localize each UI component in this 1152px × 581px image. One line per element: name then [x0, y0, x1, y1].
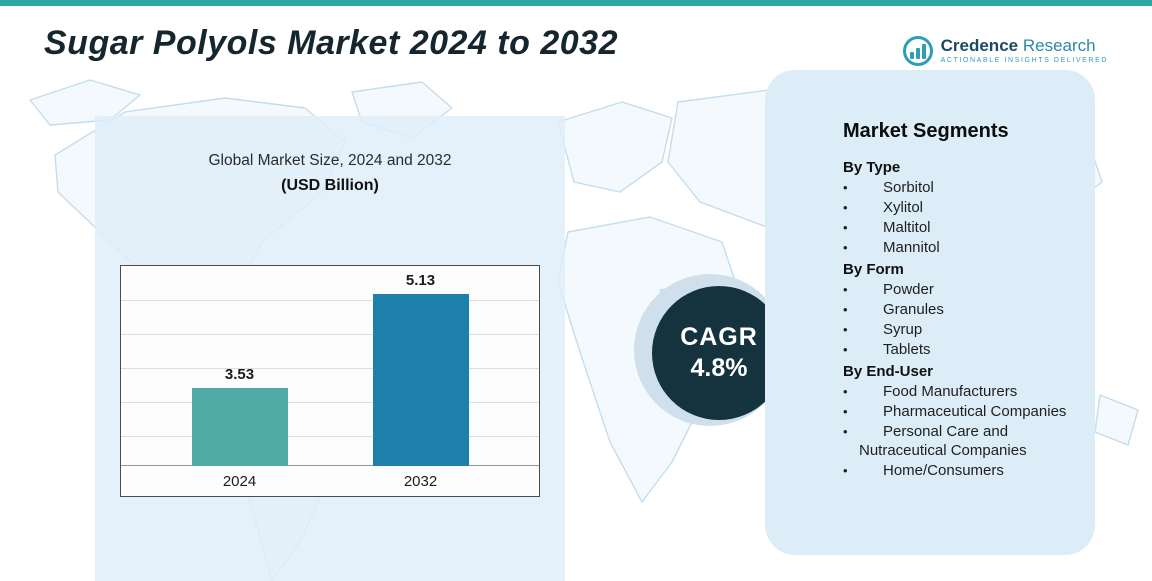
- bar-group: 3.53 2024: [191, 266, 288, 496]
- logo-bar-tall: [921, 44, 926, 59]
- segment-item-label: Mannitol: [883, 239, 940, 256]
- bar-value-label: 3.53: [224, 366, 255, 383]
- bullet-icon: •: [843, 240, 848, 255]
- chart-title: Global Market Size, 2024 and 2032: [208, 152, 452, 169]
- chart-gridline: [121, 368, 539, 369]
- market-segments-content: Market Segments By Type • Sorbitol • Xylitol…: [765, 70, 1095, 480]
- segment-item: • Granules: [843, 300, 1075, 319]
- segment-item-label: Food Manufacturers: [883, 383, 1018, 400]
- chart-baseline: [121, 465, 539, 466]
- bar-category-label: 2032: [403, 472, 438, 490]
- bullet-icon: •: [843, 322, 848, 337]
- segment-groups: By Type • Sorbitol • Xylitol • Maltitol • Mannit…: [843, 159, 1075, 480]
- segment-item: • Tablets: [843, 340, 1075, 359]
- chart-title-block: Global Market Size, 2024 and 2032 (USD B…: [95, 152, 565, 195]
- segment-item: • Personal Care and Nutraceutical Compani…: [843, 422, 1075, 460]
- chart-gridline: [121, 334, 539, 335]
- logo-tagline: Actionable Insights Delivered: [940, 57, 1108, 64]
- logo-name-primary: Credence: [940, 36, 1019, 55]
- segment-item-label: Xylitol: [883, 199, 924, 216]
- logo-chart-icon: [902, 36, 933, 66]
- chart-plot: 3.53 2024 5.13 2032: [121, 266, 539, 496]
- bullet-icon: •: [843, 404, 848, 419]
- chart-gridline: [121, 436, 539, 437]
- bullet-icon: •: [843, 200, 848, 215]
- segment-item: • Maltitol: [843, 218, 1075, 237]
- segment-item-label: Granules: [883, 301, 944, 318]
- segment-item: • Home/Consumers: [843, 461, 1075, 480]
- segment-item-label: Pharmaceutical Companies: [883, 403, 1067, 420]
- market-segments-panel: Market Segments By Type • Sorbitol • Xylitol…: [765, 70, 1095, 555]
- chart-gridline: [121, 402, 539, 403]
- segment-item-label: Personal Care and Nutraceutical Companie…: [859, 423, 1027, 459]
- top-accent-bar: [0, 0, 1152, 6]
- bullet-icon: •: [843, 342, 848, 357]
- segment-group-heading: By Form: [843, 261, 904, 278]
- bullet-icon: •: [843, 220, 848, 235]
- logo-text: Credence Research Actionable Insights De…: [941, 36, 1108, 64]
- bullet-icon: •: [843, 180, 848, 195]
- segment-group-heading: By End-User: [843, 363, 934, 380]
- page-title: Sugar Polyols Market 2024 to 2032: [44, 24, 618, 62]
- market-segments-title: Market Segments: [843, 120, 1009, 142]
- cagr-badge: CAGR 4.8%: [652, 286, 786, 420]
- segment-item: • Sorbitol: [843, 178, 1075, 197]
- segment-item: • Syrup: [843, 320, 1075, 339]
- segment-item: • Mannitol: [843, 238, 1075, 257]
- segment-item-label: Sorbitol: [883, 179, 934, 196]
- bar-category-label: 2024: [222, 472, 257, 490]
- segment-item: • Pharmaceutical Companies: [843, 402, 1075, 421]
- logo-bar-small: [909, 52, 914, 59]
- bullet-icon: •: [843, 384, 848, 399]
- cagr-label: CAGR: [680, 323, 758, 351]
- chart-subtitle: (USD Billion): [281, 177, 379, 194]
- segment-item: • Powder: [843, 280, 1075, 299]
- bullet-icon: •: [843, 424, 848, 439]
- segment-item-label: Tablets: [883, 341, 931, 358]
- brand-logo: Credence Research Actionable Insights De…: [902, 36, 1108, 66]
- logo-name-secondary: Research: [1022, 36, 1096, 55]
- bullet-icon: •: [843, 282, 848, 297]
- bar-value-label: 5.13: [405, 272, 436, 289]
- segment-item: • Food Manufacturers: [843, 382, 1075, 401]
- chart-gridline: [121, 300, 539, 301]
- segment-item-label: Maltitol: [883, 219, 931, 236]
- bar-group: 5.13 2032: [372, 266, 469, 496]
- cagr-value: 4.8%: [690, 354, 748, 382]
- segment-item-label: Syrup: [883, 321, 923, 338]
- bullet-icon: •: [843, 463, 848, 478]
- logo-name: Credence Research: [941, 36, 1108, 55]
- segment-item-label: Powder: [883, 281, 934, 298]
- bullet-icon: •: [843, 302, 848, 317]
- bar-chart: 3.53 2024 5.13 2032: [120, 265, 540, 497]
- bar-2024: [191, 388, 288, 466]
- segment-group-heading: By Type: [843, 159, 901, 176]
- bar-2032: [372, 294, 469, 466]
- segment-item: • Xylitol: [843, 198, 1075, 217]
- segment-item-label: Home/Consumers: [883, 462, 1004, 479]
- logo-bar-medium: [915, 48, 920, 59]
